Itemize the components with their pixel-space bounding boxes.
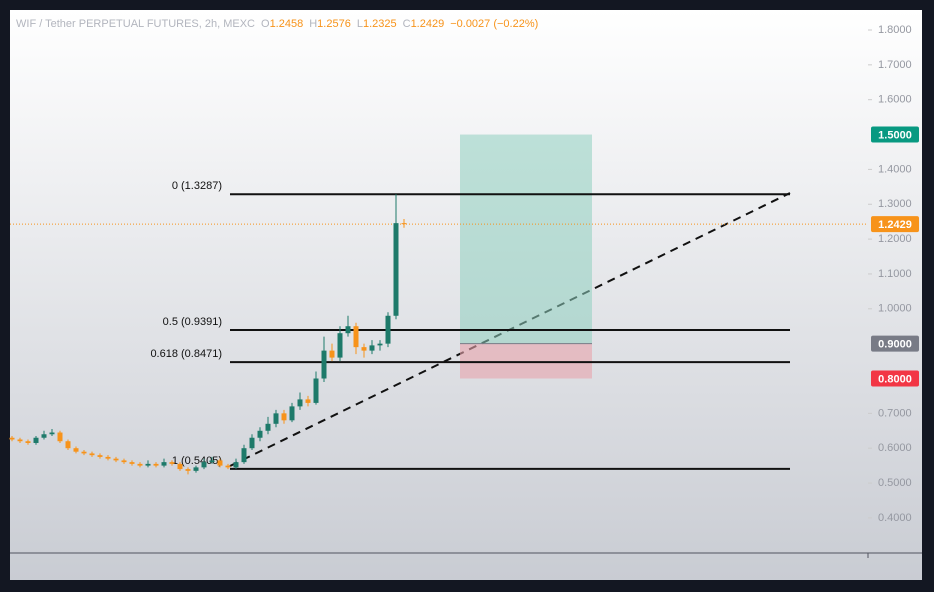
- candle-body: [65, 441, 71, 449]
- y-tick-label: 0.7000: [878, 407, 912, 419]
- fib-label: 0.5 (0.9391): [163, 316, 222, 328]
- candle-body: [361, 347, 367, 351]
- candle-body: [297, 399, 303, 407]
- candle-body: [281, 413, 287, 421]
- header-key: C: [403, 18, 411, 30]
- candle-body: [257, 430, 263, 438]
- candle-body: [17, 439, 23, 442]
- candle-body: [57, 432, 63, 442]
- candle-body: [393, 223, 399, 316]
- target-price-label-box: [871, 126, 919, 143]
- candle-body: [89, 453, 95, 456]
- candle-body: [201, 462, 207, 468]
- candle-body: [81, 451, 87, 454]
- candle-body: [345, 326, 351, 334]
- candle-body: [329, 350, 335, 358]
- fib-label: 0 (1.3287): [172, 180, 222, 192]
- header-value: 1.2576: [317, 18, 351, 30]
- candle-body: [73, 448, 79, 452]
- candle-body: [353, 326, 359, 348]
- y-tick-label: 1.4000: [878, 163, 912, 175]
- candle-body: [377, 343, 383, 346]
- candle-body: [49, 432, 55, 435]
- candle-body: [185, 469, 191, 471]
- candle-body: [241, 448, 247, 463]
- candle-body: [225, 465, 231, 468]
- candle-body: [121, 460, 127, 463]
- y-tick-label: 0.4000: [878, 512, 912, 524]
- candle-body: [25, 441, 31, 443]
- candle-body: [321, 350, 327, 379]
- candle-body: [233, 462, 239, 468]
- candle-body: [401, 223, 407, 225]
- fib-label: 1 (0.5405): [172, 455, 222, 467]
- entry-price-label-box: [871, 335, 919, 352]
- candle-body: [177, 463, 183, 470]
- last-price-label: 1.2429: [878, 219, 912, 231]
- candle-body: [161, 462, 167, 466]
- candle-body: [265, 423, 271, 431]
- target-zone: [460, 134, 592, 344]
- header-value: 1.2325: [363, 18, 397, 30]
- candle-body: [137, 463, 143, 466]
- candle-body: [169, 462, 175, 464]
- candle-body: [369, 345, 375, 351]
- header-value: 1.2458: [270, 18, 304, 30]
- candle-body: [273, 413, 279, 424]
- last-price-label-box: [871, 216, 919, 233]
- candle-body: [217, 460, 223, 466]
- candle-body: [145, 463, 151, 466]
- y-tick-label: 0.6000: [878, 442, 912, 454]
- candle-body: [249, 437, 255, 449]
- header-value: 1.2429: [411, 18, 445, 30]
- stop-price-label-box: [871, 370, 919, 387]
- fib-label: 0.618 (0.8471): [150, 348, 222, 360]
- candle-body: [41, 434, 47, 438]
- y-tick-label: 0.5000: [878, 477, 912, 489]
- header: WIF / Tether PERPETUAL FUTURES, 2h, MEXC…: [16, 18, 538, 30]
- y-tick-label: 1.6000: [878, 94, 912, 106]
- entry-price-label: 0.9000: [878, 339, 912, 351]
- candle-body: [193, 467, 199, 471]
- candle-body: [153, 463, 159, 466]
- y-tick-label: 1.0000: [878, 303, 912, 315]
- candle-body: [209, 460, 215, 463]
- stop-price-label: 0.8000: [878, 373, 912, 385]
- y-tick-label: 1.1000: [878, 268, 912, 280]
- candle-body: [313, 378, 319, 403]
- header-change: −0.0027 (−0.22%): [450, 18, 538, 30]
- target-price-label: 1.5000: [878, 129, 912, 141]
- candle-body: [97, 455, 103, 457]
- candle-body: [305, 399, 311, 403]
- y-tick-label: 1.8000: [878, 24, 912, 36]
- candle-body: [337, 333, 343, 358]
- header-key: L: [357, 18, 363, 30]
- candle-body: [33, 437, 39, 443]
- header-symbol: WIF / Tether PERPETUAL FUTURES, 2h, MEXC: [16, 18, 255, 30]
- candle-body: [105, 456, 111, 459]
- candle-body: [113, 458, 119, 461]
- header-key: H: [309, 18, 317, 30]
- y-tick-label: 1.2000: [878, 233, 912, 245]
- y-tick-label: 1.3000: [878, 198, 912, 210]
- stop-zone: [460, 343, 592, 379]
- candle-body: [129, 462, 135, 464]
- candle-body: [289, 406, 295, 421]
- candle-body: [385, 315, 391, 344]
- candle-body: [9, 437, 15, 440]
- header-key: O: [261, 18, 270, 30]
- y-tick-label: 1.7000: [878, 59, 912, 71]
